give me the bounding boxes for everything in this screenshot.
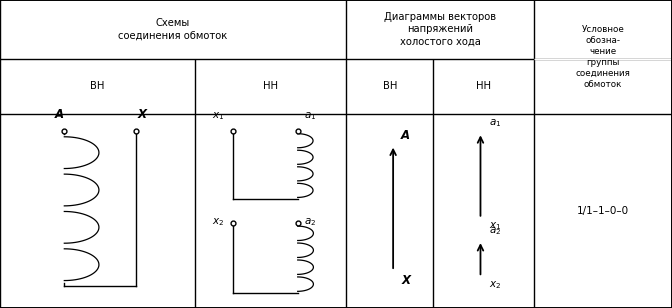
Text: X: X — [401, 274, 410, 287]
Text: A: A — [54, 108, 63, 121]
Text: $x_1$: $x_1$ — [489, 220, 501, 232]
Text: $x_2$: $x_2$ — [489, 279, 501, 290]
Text: $a_1$: $a_1$ — [304, 111, 317, 122]
Text: Схемы
соединения обмоток: Схемы соединения обмоток — [118, 18, 228, 40]
Text: $x_1$: $x_1$ — [212, 111, 224, 122]
Text: $a_2$: $a_2$ — [304, 216, 317, 228]
Text: $a_1$: $a_1$ — [489, 118, 501, 129]
Text: $a_2$: $a_2$ — [489, 225, 501, 237]
Text: $x_2$: $x_2$ — [212, 216, 224, 228]
Text: X: X — [137, 108, 146, 121]
Text: ВН: ВН — [90, 81, 105, 91]
Text: Диаграммы векторов
напряжений
холостого хода: Диаграммы векторов напряжений холостого … — [384, 12, 496, 47]
Text: НН: НН — [476, 81, 491, 91]
Text: A: A — [401, 129, 411, 142]
Text: ВН: ВН — [382, 81, 397, 91]
Text: 1/1–1–0–0: 1/1–1–0–0 — [577, 206, 629, 216]
Text: Условное
обозна-
чение
группы
соединения
обмоток: Условное обозна- чение группы соединения… — [576, 25, 630, 89]
Text: НН: НН — [263, 81, 278, 91]
